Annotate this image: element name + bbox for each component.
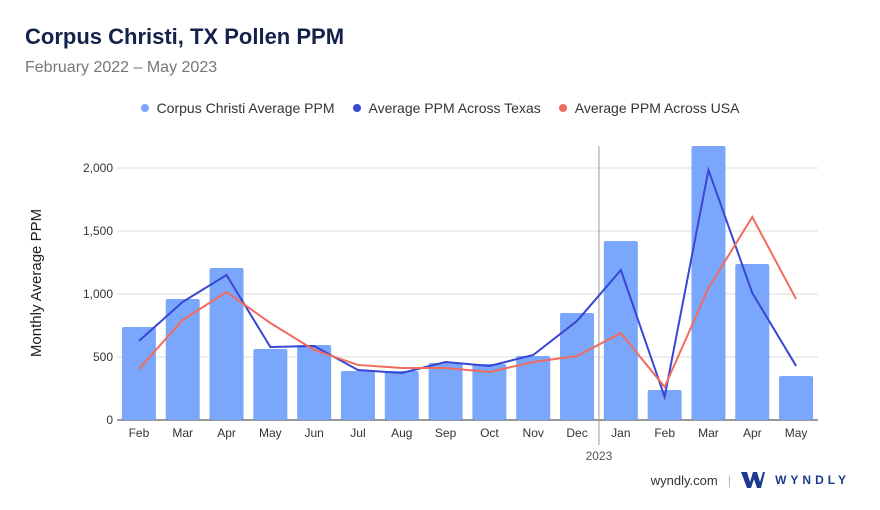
x-tick-label: Apr — [217, 426, 236, 440]
bar — [691, 145, 726, 420]
x-tick-label: Apr — [743, 426, 762, 440]
brand-name: WYNDLY — [775, 473, 850, 487]
x-tick-label: Jul — [350, 426, 365, 440]
legend-item-usa: Average PPM Across USA — [558, 100, 740, 116]
x-tick-label: Feb — [654, 426, 675, 440]
x-tick-label: Sep — [435, 426, 457, 440]
chart-subtitle: February 2022 – May 2023 — [25, 59, 218, 76]
y-tick-label: 2,000 — [83, 161, 113, 175]
bar — [340, 370, 375, 420]
legend-label: Average PPM Across Texas — [368, 100, 541, 116]
wyndly-logo-icon — [741, 472, 766, 488]
x-tick-label: Oct — [480, 426, 499, 440]
bar — [209, 268, 244, 420]
y-tick-label: 500 — [93, 350, 113, 364]
legend: Corpus Christi Average PPM Average PPM A… — [0, 100, 880, 116]
legend-item-corpus: Corpus Christi Average PPM — [140, 100, 335, 116]
bar — [516, 355, 551, 420]
legend-item-texas: Average PPM Across Texas — [352, 100, 541, 116]
x-tick-label: Jun — [304, 426, 323, 440]
x-tick-label: Nov — [523, 426, 544, 440]
bar — [428, 363, 463, 420]
legend-dot — [352, 104, 361, 112]
year-label: 2023 — [586, 449, 613, 463]
y-tick-label: 1,000 — [83, 287, 113, 301]
bar — [384, 370, 419, 420]
x-tick-label: Jan — [611, 426, 630, 440]
y-axis-label: Monthly Average PPM — [28, 209, 45, 357]
series-line — [138, 166, 797, 401]
legend-label: Corpus Christi Average PPM — [156, 100, 335, 116]
x-tick-label: Mar — [172, 426, 193, 440]
bar — [603, 240, 638, 420]
x-tick-label: Dec — [566, 426, 587, 440]
footer: wyndly.com | WYNDLY — [651, 472, 850, 488]
legend-dot — [140, 104, 149, 112]
x-tick-label: Feb — [129, 426, 150, 440]
chart-title: Corpus Christi, TX Pollen PPM — [25, 24, 345, 49]
x-tick-label: May — [259, 426, 282, 440]
bar — [297, 345, 332, 420]
legend-label: Average PPM Across USA — [574, 100, 740, 116]
bar — [165, 299, 200, 420]
y-tick-label: 0 — [106, 413, 113, 427]
bar — [472, 364, 507, 420]
bar — [253, 349, 288, 420]
legend-dot — [558, 104, 567, 112]
divider: | — [727, 472, 732, 488]
series-line — [138, 215, 797, 389]
bar — [647, 390, 682, 420]
bar — [560, 313, 595, 420]
bar — [779, 376, 814, 420]
bar — [735, 264, 770, 420]
x-tick-label: Mar — [698, 426, 719, 440]
site-link[interactable]: wyndly.com — [650, 472, 718, 488]
x-tick-label: Aug — [391, 426, 412, 440]
bar — [121, 327, 156, 420]
y-tick-label: 1,500 — [83, 224, 113, 238]
x-tick-label: May — [785, 426, 808, 440]
